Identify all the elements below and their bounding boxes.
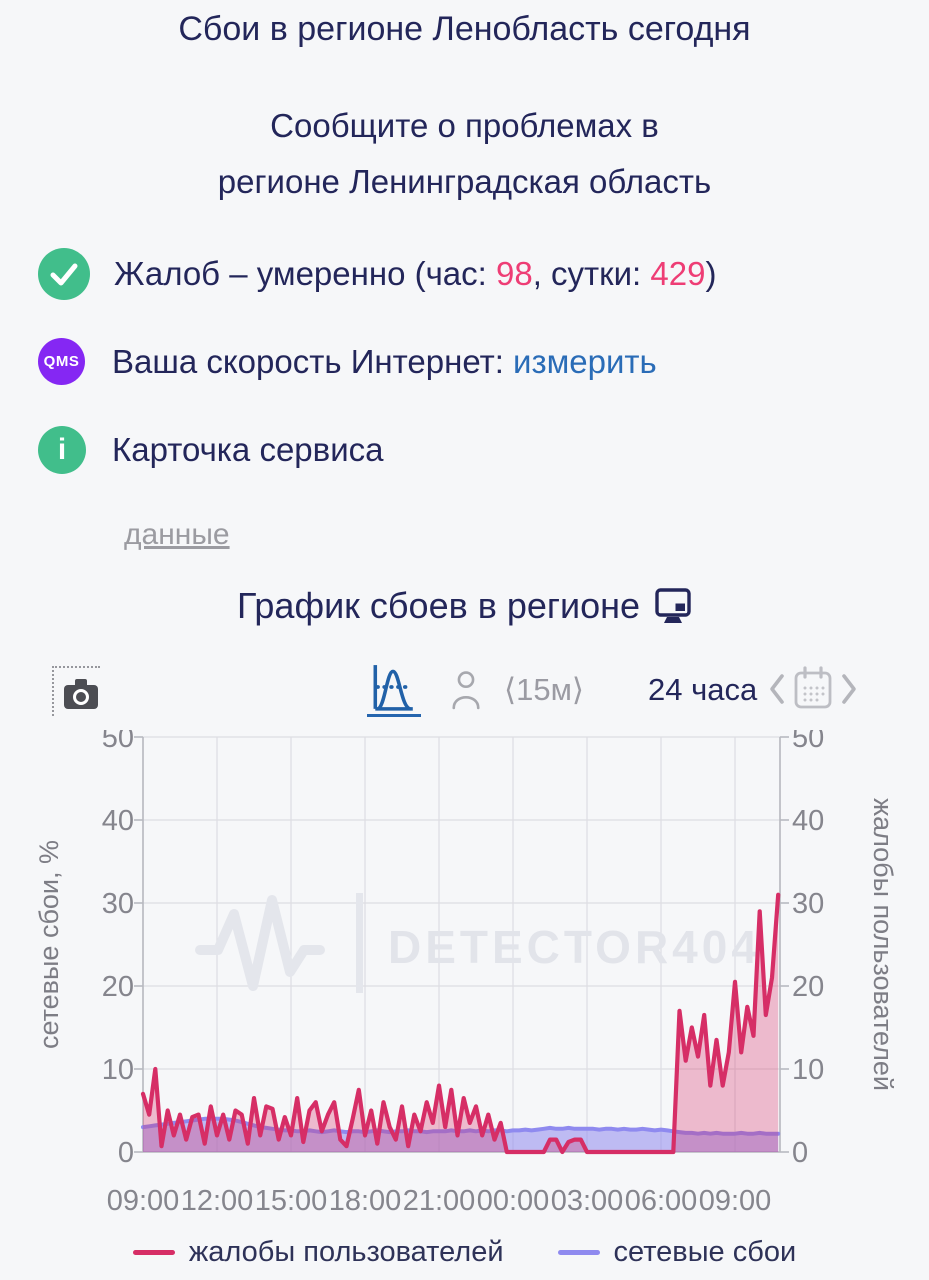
svg-text:12:00: 12:00 bbox=[181, 1185, 254, 1217]
page-subtitle: Сообщите о проблемах в регионе Ленинград… bbox=[0, 98, 929, 210]
subtitle-line2: регионе Ленинградская область bbox=[217, 163, 712, 200]
range-selector[interactable]: 24 часа bbox=[648, 672, 758, 707]
chart-heading: График сбоев в регионе bbox=[0, 585, 929, 627]
svg-text:0: 0 bbox=[792, 1137, 808, 1169]
svg-text:сетевые сбои, %: сетевые сбои, % bbox=[34, 840, 64, 1049]
measure-speed-link[interactable]: измерить bbox=[513, 342, 657, 380]
data-link[interactable]: данные bbox=[124, 518, 230, 551]
legend-label-complaints: жалобы пользователей bbox=[188, 1236, 504, 1268]
legend-item-complaints[interactable]: жалобы пользователей bbox=[132, 1236, 504, 1269]
person-icon[interactable] bbox=[450, 667, 482, 718]
chart-legend: жалобы пользователей сетевые сбои bbox=[0, 1236, 929, 1269]
svg-text:40: 40 bbox=[102, 805, 134, 837]
interval-selector[interactable]: ⟨15м⟩ bbox=[504, 672, 584, 707]
complaints-status-row: Жалоб – умеренно (час: 98, сутки: 429) bbox=[38, 248, 716, 300]
svg-text:18:00: 18:00 bbox=[329, 1185, 402, 1217]
svg-text:03:00: 03:00 bbox=[551, 1185, 624, 1217]
watermark: DETECTOR404 bbox=[195, 893, 761, 993]
svg-text:15:00: 15:00 bbox=[255, 1185, 328, 1217]
svg-text:20: 20 bbox=[792, 971, 824, 1003]
svg-text:50: 50 bbox=[102, 730, 134, 754]
svg-text:21:00: 21:00 bbox=[403, 1185, 476, 1217]
complaints-day-count: 429 bbox=[650, 255, 706, 292]
svg-text:40: 40 bbox=[792, 805, 824, 837]
svg-text:10: 10 bbox=[102, 1054, 134, 1086]
svg-text:10: 10 bbox=[792, 1054, 824, 1086]
chevron-left-icon[interactable] bbox=[768, 669, 786, 709]
service-card-link[interactable]: Карточка сервиса bbox=[112, 431, 384, 468]
complaints-hour-count: 98 bbox=[495, 255, 533, 292]
svg-text:09:00: 09:00 bbox=[699, 1185, 772, 1217]
svg-text:30: 30 bbox=[102, 888, 134, 920]
speed-test-label: Ваша скорость Интернет: измерить bbox=[112, 342, 657, 380]
speed-test-row: QMS Ваша скорость Интернет: измерить bbox=[38, 338, 657, 385]
monitor-icon bbox=[655, 588, 691, 623]
svg-text:09:00: 09:00 bbox=[107, 1185, 180, 1217]
check-circle-icon bbox=[38, 248, 90, 300]
svg-text:00:00: 00:00 bbox=[477, 1185, 550, 1217]
svg-text:жалобы пользователей: жалобы пользователей bbox=[868, 798, 898, 1091]
screenshot-camera-icon[interactable] bbox=[52, 666, 100, 716]
svg-text:20: 20 bbox=[102, 971, 134, 1003]
subtitle-line1: Сообщите о проблемах в bbox=[270, 107, 659, 144]
svg-text:30: 30 bbox=[792, 888, 824, 920]
service-card-row: i Карточка сервиса bbox=[38, 426, 383, 474]
chevron-right-icon[interactable] bbox=[840, 669, 858, 709]
complaints-status-text: Жалоб – умеренно (час: 98, сутки: 429) bbox=[114, 255, 717, 292]
date-navigation bbox=[768, 666, 858, 712]
svg-text:50: 50 bbox=[792, 730, 824, 754]
legend-item-network[interactable]: сетевые сбои bbox=[557, 1236, 797, 1269]
distribution-chart-icon[interactable] bbox=[369, 663, 417, 718]
svg-text:06:00: 06:00 bbox=[625, 1185, 698, 1217]
legend-dash-complaints bbox=[132, 1250, 175, 1255]
svg-text:DETECTOR404: DETECTOR404 bbox=[388, 921, 761, 973]
info-circle-icon: i bbox=[38, 426, 86, 474]
legend-label-network: сетевые сбои bbox=[613, 1236, 797, 1268]
legend-dash-network bbox=[557, 1250, 600, 1255]
svg-text:0: 0 bbox=[118, 1137, 134, 1169]
calendar-icon[interactable] bbox=[793, 666, 833, 712]
page-title: Сбои в регионе Ленобласть сегодня bbox=[178, 10, 751, 48]
active-tool-underline bbox=[367, 714, 421, 717]
qms-badge-icon: QMS bbox=[38, 338, 85, 385]
